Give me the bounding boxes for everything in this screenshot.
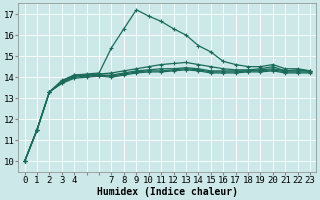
X-axis label: Humidex (Indice chaleur): Humidex (Indice chaleur) [97, 186, 238, 197]
